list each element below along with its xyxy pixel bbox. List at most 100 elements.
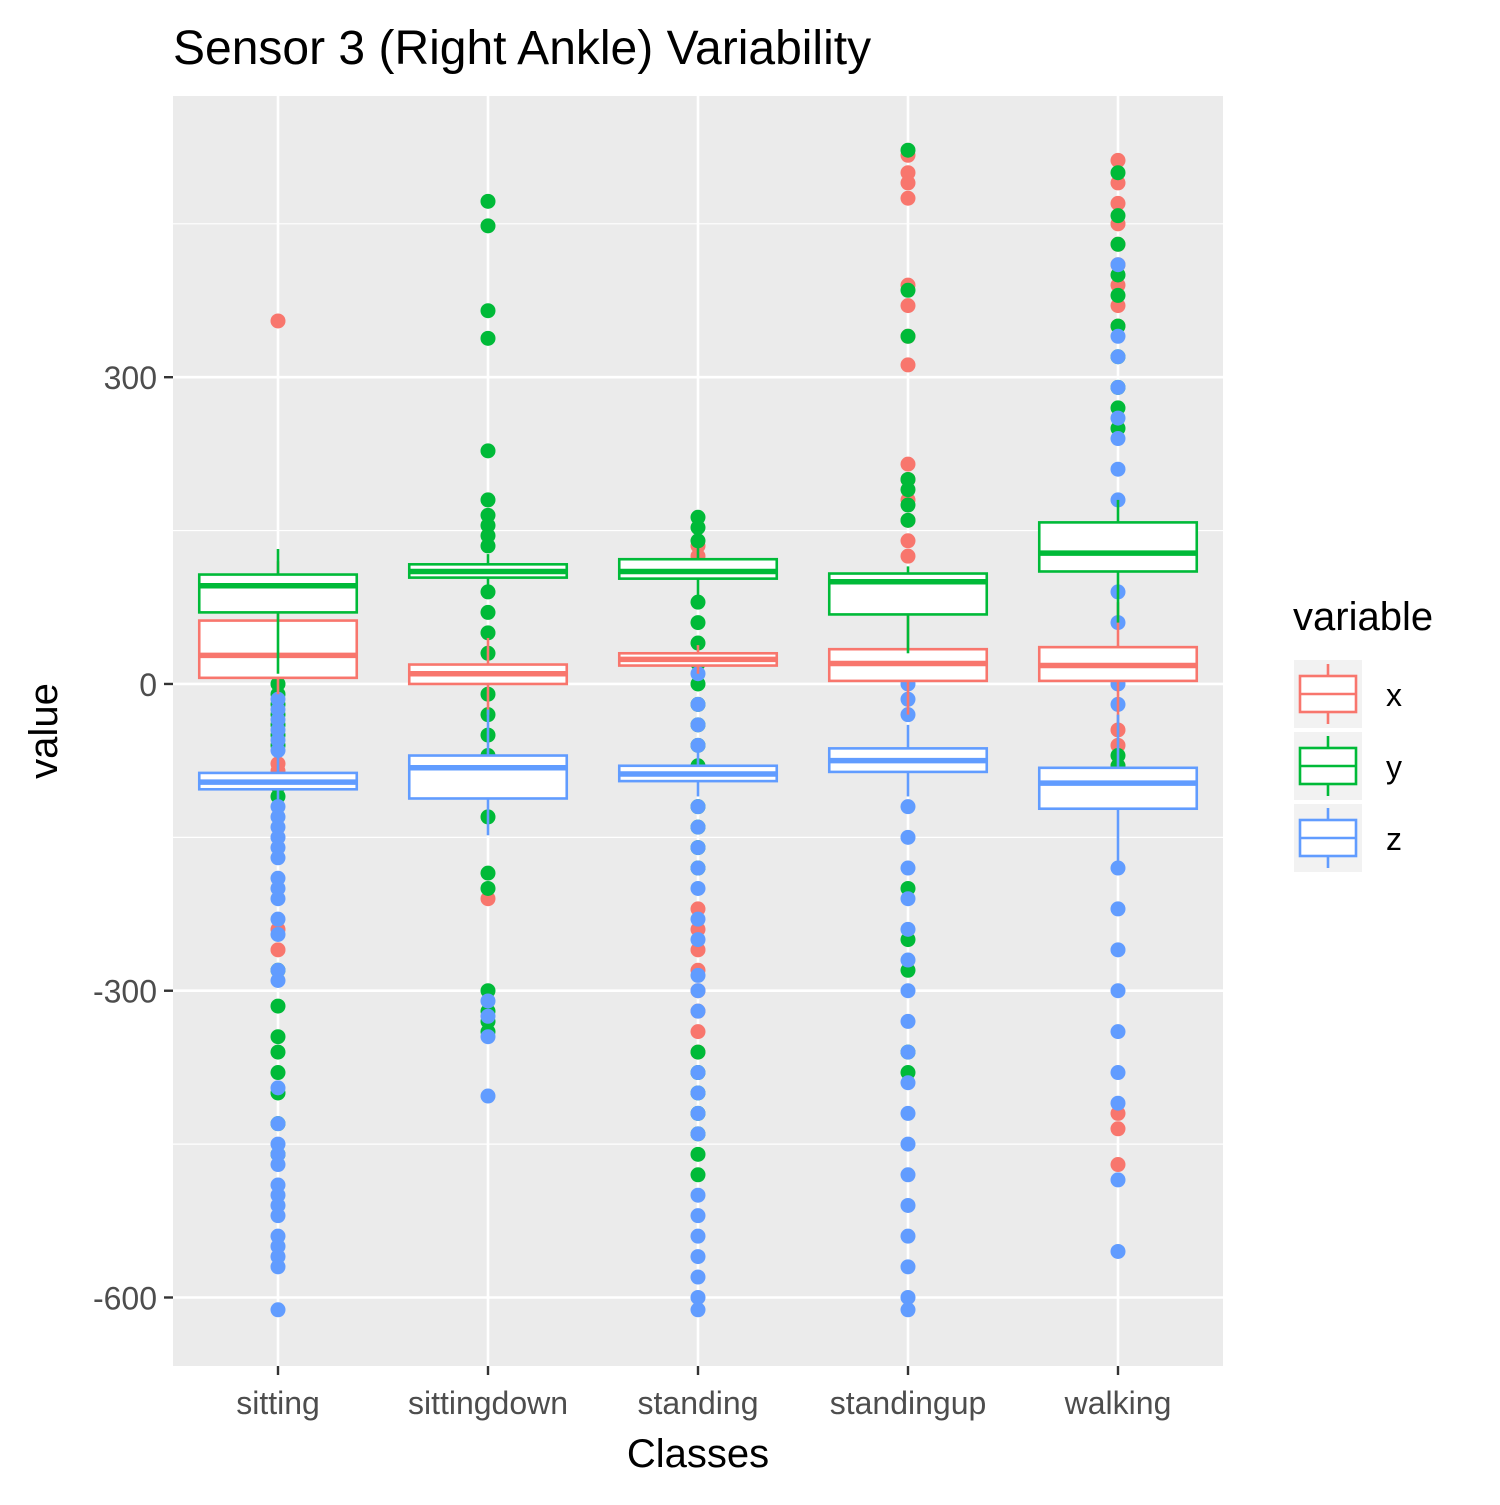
outlier-point-x — [900, 456, 916, 472]
outlier-point-y — [480, 538, 496, 554]
outlier-point-z — [1110, 1172, 1126, 1188]
outlier-point-z — [270, 973, 286, 989]
outlier-point-z — [1110, 379, 1126, 395]
outlier-point-x — [1110, 195, 1126, 211]
y-tick-label: 0 — [139, 667, 157, 703]
outlier-point-z — [1110, 901, 1126, 917]
outlier-point-z — [690, 1249, 706, 1265]
outlier-point-z — [690, 1085, 706, 1101]
x-tick-label: sittingdown — [408, 1385, 568, 1421]
outlier-point-z — [900, 1289, 916, 1305]
outlier-point-x — [900, 357, 916, 373]
y-tick-label: -300 — [93, 974, 157, 1010]
outlier-point-x — [900, 548, 916, 564]
outlier-point-z — [900, 799, 916, 815]
outlier-point-z — [900, 952, 916, 968]
outlier-point-x — [270, 942, 286, 958]
x-tick-label: walking — [1064, 1385, 1172, 1421]
outlier-point-y — [900, 482, 916, 498]
outlier-point-z — [1110, 328, 1126, 344]
outlier-point-y — [900, 328, 916, 344]
outlier-point-y — [480, 303, 496, 319]
y-tick-label: -600 — [93, 1280, 157, 1316]
outlier-point-z — [900, 860, 916, 876]
outlier-point-z — [690, 1003, 706, 1019]
x-tick-label: standingup — [830, 1385, 987, 1421]
outlier-point-z — [900, 1013, 916, 1029]
outlier-point-y — [690, 533, 706, 549]
outlier-point-z — [690, 1208, 706, 1224]
outlier-point-z — [270, 911, 286, 927]
outlier-point-z — [900, 1136, 916, 1152]
outlier-point-x — [900, 533, 916, 549]
outlier-point-z — [1110, 1024, 1126, 1040]
outlier-point-x — [900, 190, 916, 206]
outlier-point-z — [480, 993, 496, 1009]
x-axis-label: Classes — [627, 1432, 769, 1476]
outlier-point-z — [270, 850, 286, 866]
outlier-point-z — [900, 1167, 916, 1183]
outlier-point-z — [690, 983, 706, 999]
outlier-point-z — [690, 1126, 706, 1142]
outlier-point-y — [480, 625, 496, 641]
outlier-point-z — [1110, 431, 1126, 447]
outlier-point-z — [900, 1302, 916, 1318]
outlier-point-y — [690, 1167, 706, 1183]
outlier-point-y — [480, 584, 496, 600]
outlier-point-z — [1110, 349, 1126, 365]
outlier-point-z — [690, 860, 706, 876]
outlier-point-x — [1110, 152, 1126, 168]
outlier-point-y — [690, 1044, 706, 1060]
outlier-point-z — [1110, 410, 1126, 426]
axis-layer: -600 -300 0 300 sitting sittingdown standing st… — [93, 360, 1171, 1421]
outlier-point-z — [900, 1197, 916, 1213]
outlier-point-z — [690, 696, 706, 712]
legend-title: variable — [1293, 595, 1433, 639]
outlier-point-z — [690, 737, 706, 753]
outlier-point-z — [690, 819, 706, 835]
outlier-point-z — [1110, 1095, 1126, 1111]
outlier-point-y — [1110, 236, 1126, 252]
outlier-point-y — [480, 443, 496, 459]
outlier-point-z — [270, 1208, 286, 1224]
outlier-point-z — [270, 1302, 286, 1318]
outlier-point-y — [270, 1044, 286, 1060]
outlier-point-y — [1110, 208, 1126, 224]
outlier-point-y — [480, 218, 496, 234]
outlier-point-y — [480, 193, 496, 209]
outlier-point-z — [1110, 461, 1126, 477]
chart-title: Sensor 3 (Right Ankle) Variability — [173, 22, 871, 75]
outlier-point-z — [1110, 860, 1126, 876]
outlier-point-z — [900, 891, 916, 907]
outlier-point-z — [690, 1302, 706, 1318]
box-y — [1037, 521, 1199, 573]
outlier-point-y — [900, 497, 916, 513]
outlier-point-z — [690, 1065, 706, 1081]
outlier-point-y — [480, 880, 496, 896]
outlier-point-z — [690, 911, 706, 927]
outlier-point-z — [690, 932, 706, 948]
outlier-point-y — [480, 604, 496, 620]
outlier-point-y — [480, 330, 496, 346]
outlier-point-z — [690, 1105, 706, 1121]
outlier-point-z — [480, 1088, 496, 1104]
outlier-point-z — [690, 880, 706, 896]
outlier-point-z — [900, 829, 916, 845]
legend-label-x: x — [1386, 677, 1402, 713]
outlier-point-z — [270, 891, 286, 907]
box-layer — [197, 499, 1199, 863]
outlier-point-z — [1110, 1065, 1126, 1081]
outlier-point-z — [1110, 1243, 1126, 1259]
outlier-point-z — [900, 983, 916, 999]
outlier-point-y — [480, 865, 496, 881]
outlier-point-z — [270, 926, 286, 942]
outlier-point-y — [690, 520, 706, 536]
outlier-point-z — [900, 1105, 916, 1121]
outlier-point-z — [690, 1269, 706, 1285]
outlier-point-y — [900, 282, 916, 298]
outlier-point-z — [690, 840, 706, 856]
outlier-point-z — [480, 1008, 496, 1024]
outlier-point-y — [270, 1029, 286, 1045]
outlier-point-x — [1110, 1157, 1126, 1173]
